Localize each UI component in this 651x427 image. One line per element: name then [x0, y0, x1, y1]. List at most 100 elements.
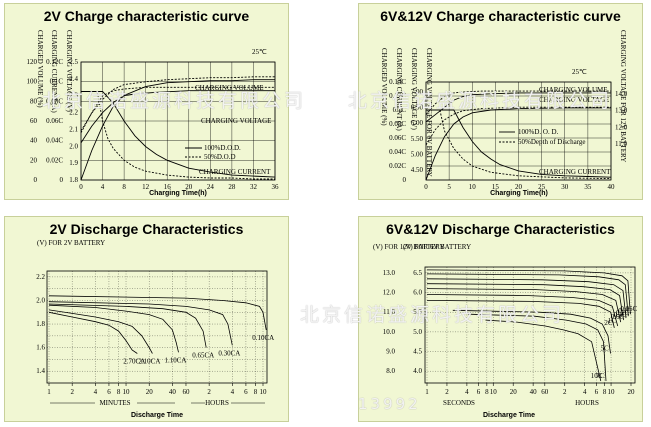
x-tick-label: 20	[146, 388, 154, 396]
y-tick-label-volume: 100	[27, 78, 38, 86]
series-label: 1.10CA	[165, 356, 187, 364]
series-label: 0.65CA	[192, 352, 214, 360]
temperature-label: 25℃	[572, 68, 587, 76]
x-tick-label: 1	[47, 388, 51, 396]
series-line	[426, 109, 612, 180]
series-line	[426, 269, 631, 315]
series-label: 1C	[608, 317, 617, 325]
y-axis-header-12v: (V) FOR 12V BATTERY	[373, 243, 445, 251]
series-line	[468, 313, 607, 382]
chart-title: 6V&12V Charge characteristic curve	[380, 8, 621, 24]
series-line	[48, 303, 207, 348]
x-tick-label: 4	[94, 388, 98, 396]
plot-frame	[424, 266, 636, 384]
y-tick-label-current: 0.12C	[46, 58, 63, 66]
series-line	[425, 90, 611, 115]
y-tick-label-voltage: 1.8	[69, 176, 78, 184]
x-tick-label: 4	[231, 388, 235, 396]
x-tick-label: 6	[107, 388, 111, 396]
y-tick-label-volume: 20	[30, 156, 38, 164]
y-tick-label-12v: 9.0	[386, 348, 395, 356]
temperature-label: 25℃	[252, 48, 267, 56]
y-tick-label: 1.4	[36, 367, 45, 375]
series-line	[452, 309, 611, 354]
y-tick-label-current: 0.08C	[46, 97, 63, 105]
y-tick-label-current: 0.08C	[389, 120, 406, 128]
x-tick-label: 4	[465, 388, 469, 396]
chart-title: 6V&12V Discharge Characteristics	[386, 221, 615, 237]
chart-6v12v-discharge: 8.0 9.0 10.0 11.0 12.0 13.0 4.0 4.5 5.0 5.5 6.0 6.5…	[373, 243, 638, 419]
x-tick-label: 10	[490, 388, 498, 396]
y-tick-label-volume: 0	[34, 176, 38, 184]
axis-header-voltage: CHARGING VOLTAGE (V)	[410, 48, 418, 131]
series-label: 0.2C	[616, 309, 630, 317]
x-tick-label: 40	[608, 183, 616, 191]
series-line	[48, 311, 138, 354]
x-tick-label: 8	[117, 388, 121, 396]
y-tick-label-current: 0.14C	[389, 78, 406, 86]
series-line	[48, 301, 233, 346]
series-label: 0.6C	[611, 313, 625, 321]
panel-2v-charge: 2V Charge characteristic curve 0 4 8 12 16 20…	[4, 3, 289, 200]
y-tick-label-6v: 5.5	[413, 308, 422, 316]
x-tick-label: 4	[583, 388, 587, 396]
series-label: 0.1C	[618, 307, 632, 315]
y-tick-label-6v: 4.5	[413, 348, 422, 356]
series-label: 5C	[600, 345, 609, 353]
series-line	[426, 294, 619, 327]
series-label: 2.70CA	[123, 358, 145, 366]
x-tick-label: 32	[250, 183, 258, 191]
y-tick-label-6v: 4.0	[413, 367, 422, 375]
watermark-company: 北京信诺盛源科技有限公司	[348, 90, 613, 112]
x-tick-label: 30	[561, 183, 569, 191]
y-tick-label-current: 0.12C	[389, 92, 406, 100]
x-tick-label: 40	[530, 388, 538, 396]
y-tick-label-current: 0.04C	[46, 137, 63, 145]
x-tick-label: 10	[469, 183, 477, 191]
series-line	[81, 91, 276, 178]
series-line	[425, 107, 611, 181]
y-tick-label-voltage: 2.4	[69, 75, 78, 83]
panel-2v-discharge: 2V Discharge Characteristics 1.4 1.6 1.8 2.…	[4, 216, 289, 422]
axis-header-12v: CHARGING VOLTAGE FOR 12V BATTERY	[619, 30, 627, 162]
series-line	[48, 309, 153, 354]
series-line	[80, 79, 275, 181]
axis-header-volume: CHARGED VOLUME (%)	[380, 48, 388, 126]
chart-title: 2V Discharge Characteristics	[49, 221, 244, 237]
x-unit-hours: HOURS	[575, 399, 599, 407]
series-label: 7C	[596, 372, 605, 380]
y-tick-label-12v: 12.0	[383, 289, 396, 297]
axis-header-current: CHARGING CURRENT (A)	[395, 48, 403, 131]
x-tick-label: 1	[425, 388, 429, 396]
annotation-current: CHARGING CURRENT	[539, 168, 611, 176]
x-tick-label: 12	[142, 183, 150, 191]
y-tick-label-12v: 11.0	[615, 140, 627, 148]
y-tick-label-volume: 40	[30, 137, 38, 145]
y-tick-label: 1.6	[36, 344, 45, 352]
x-tick-label: 40	[169, 388, 177, 396]
series-label: 0.4C	[613, 311, 627, 319]
x-axis-title: Discharge Time	[483, 412, 535, 419]
y-tick-label-12v: 12.0	[615, 123, 628, 131]
x-tick-label: 28	[228, 183, 236, 191]
series-line	[48, 295, 267, 330]
x-axis-title: Charging Time(h)	[149, 190, 207, 197]
y-tick-label-current: 0.02C	[46, 156, 63, 164]
x-tick-label: 4	[101, 183, 105, 191]
series-line	[426, 273, 629, 317]
x-tick-label: 0	[79, 183, 83, 191]
y-tick-label: 2.2	[36, 273, 45, 281]
x-tick-label: 8	[254, 388, 258, 396]
legend-label: 50%Depth of Discharge	[518, 138, 586, 146]
y-tick-label-6v: 6.0	[413, 289, 422, 297]
series-line	[80, 76, 275, 132]
y-tick-label-6v: 4.50	[411, 166, 424, 174]
x-tick-label: 6	[477, 388, 481, 396]
x-tick-label: 10	[260, 388, 268, 396]
y-axis-header: (V) FOR 2V BATTERY	[37, 239, 105, 247]
x-tick-label: 25	[538, 183, 546, 191]
legend-label: 100%D.O.D.	[204, 144, 241, 152]
series-line	[80, 86, 275, 134]
watermark-company: 北京信诺盛源科技有限公司	[42, 90, 307, 112]
y-tick-label-current: 0.1C	[50, 78, 64, 86]
